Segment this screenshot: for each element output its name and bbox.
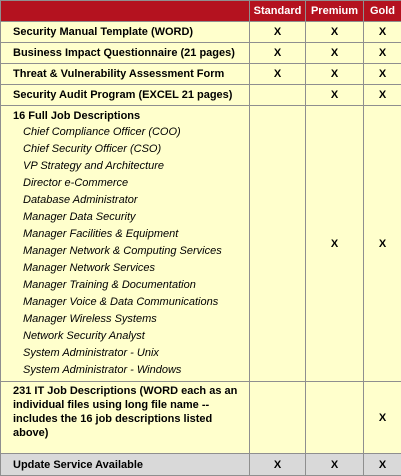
list-item: Manager Wireless Systems	[23, 311, 245, 328]
mark-standard	[250, 85, 306, 106]
mark-standard: X	[250, 22, 306, 43]
list-item: System Administrator - Unix	[23, 345, 245, 362]
table-row-update-service: Update Service Available X X X	[1, 454, 401, 476]
list-item: Database Administrator	[23, 192, 245, 209]
mark-premium: X	[306, 454, 364, 476]
mark-standard: X	[250, 64, 306, 85]
list-item: Director e-Commerce	[23, 175, 245, 192]
row-label: Security Manual Template (WORD)	[1, 22, 250, 43]
list-item: Manager Data Security	[23, 209, 245, 226]
table-row: Threat & Vulnerability Assessment Form X…	[1, 64, 401, 85]
mark-premium: X	[306, 85, 364, 106]
table-row-it-job-descriptions: 231 IT Job Descriptions (WORD each as an…	[1, 382, 401, 454]
mark-gold: X	[364, 22, 401, 43]
list-item: Network Security Analyst	[23, 328, 245, 345]
mark-standard: X	[250, 454, 306, 476]
update-service-label: Update Service Available	[1, 454, 250, 476]
mark-gold: X	[364, 382, 401, 454]
header-row: Standard Premium Gold	[1, 1, 401, 22]
row-label: Threat & Vulnerability Assessment Form	[1, 64, 250, 85]
mark-premium: X	[306, 64, 364, 85]
mark-gold: X	[364, 106, 401, 382]
job-descriptions-title: 16 Full Job Descriptions	[13, 108, 245, 124]
list-item: Manager Network Services	[23, 260, 245, 277]
mark-premium: X	[306, 22, 364, 43]
mark-premium: X	[306, 106, 364, 382]
mark-standard	[250, 106, 306, 382]
mark-standard: X	[250, 43, 306, 64]
list-item: VP Strategy and Architecture	[23, 158, 245, 175]
mark-premium	[306, 382, 364, 454]
table-row: Security Audit Program (EXCEL 21 pages) …	[1, 85, 401, 106]
header-standard: Standard	[250, 1, 306, 22]
mark-gold: X	[364, 454, 401, 476]
table-row: Business Impact Questionnaire (21 pages)…	[1, 43, 401, 64]
list-item: Manager Network & Computing Services	[23, 243, 245, 260]
list-item: Chief Security Officer (CSO)	[23, 141, 245, 158]
list-item: Chief Compliance Officer (COO)	[23, 124, 245, 141]
header-blank-cell	[1, 1, 250, 22]
it-job-descriptions-label: 231 IT Job Descriptions (WORD each as an…	[1, 382, 250, 454]
header-gold: Gold	[364, 1, 401, 22]
mark-gold: X	[364, 43, 401, 64]
list-item: Manager Training & Documentation	[23, 277, 245, 294]
mark-gold: X	[364, 64, 401, 85]
header-premium: Premium	[306, 1, 364, 22]
mark-standard	[250, 382, 306, 454]
job-descriptions-cell: 16 Full Job Descriptions Chief Complianc…	[1, 106, 250, 382]
table-row: Security Manual Template (WORD) X X X	[1, 22, 401, 43]
list-item: Manager Facilities & Equipment	[23, 226, 245, 243]
job-descriptions-list: Chief Compliance Officer (COO) Chief Sec…	[13, 124, 245, 379]
list-item: Manager Voice & Data Communications	[23, 294, 245, 311]
list-item: System Administrator - Windows	[23, 362, 245, 379]
table-row-job-descriptions: 16 Full Job Descriptions Chief Complianc…	[1, 106, 401, 382]
row-label: Business Impact Questionnaire (21 pages)	[1, 43, 250, 64]
mark-gold: X	[364, 85, 401, 106]
row-label: Security Audit Program (EXCEL 21 pages)	[1, 85, 250, 106]
mark-premium: X	[306, 43, 364, 64]
